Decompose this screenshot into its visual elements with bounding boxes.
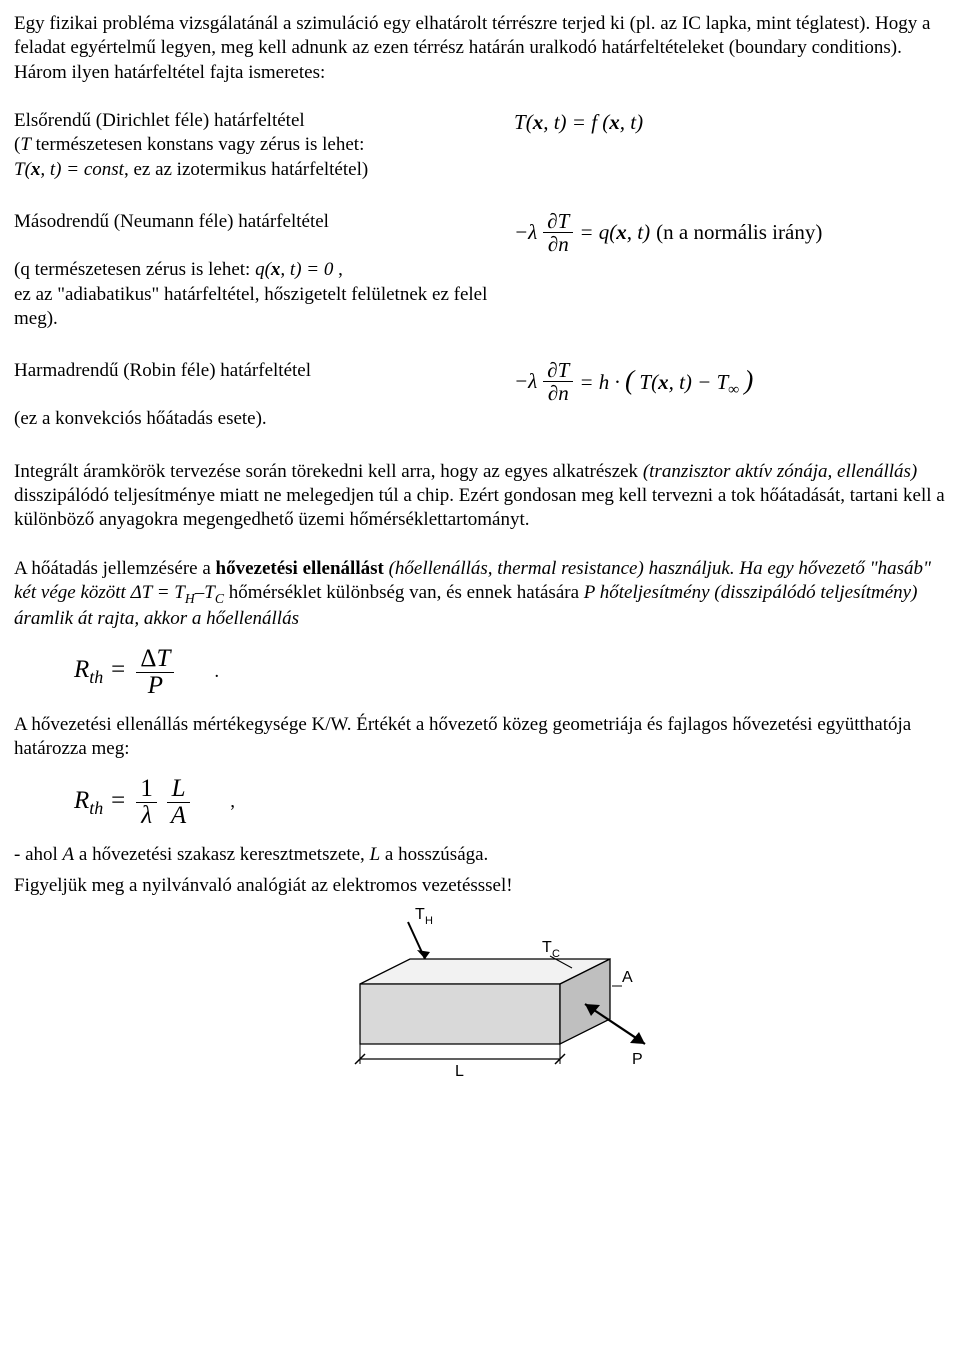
bc3-title: Harmadrendű (Robin féle) határfeltétel: [14, 359, 504, 383]
bc1-title: Elsőrendű (Dirichlet féle) határfeltétel: [14, 109, 504, 133]
paragraph-rth-intro: A hőátadás jellemzésére a hővezetési ell…: [14, 557, 946, 632]
bc2-note-a: (q természetesen zérus is lehet: q(x, t)…: [14, 258, 504, 282]
bc2-block: Másodrendű (Neumann féle) határfeltétel …: [14, 210, 946, 331]
document-page: Egy fizikai probléma vizsgálatánál a szi…: [0, 0, 960, 1114]
bc2-note-b: ez az "adiabatikus" határfeltétel, hőszi…: [14, 283, 504, 332]
bc2-equation: −λ ∂T ∂n = q(x, t) (n a normális irány): [514, 210, 946, 255]
svg-text:T: T: [542, 939, 552, 956]
bc3-block: Harmadrendű (Robin féle) határfeltétel (…: [14, 359, 946, 432]
svg-text:T: T: [415, 906, 425, 923]
svg-text:H: H: [425, 915, 433, 927]
bc2-title: Másodrendű (Neumann féle) határfeltétel: [14, 210, 504, 234]
bc3-equation: −λ ∂T ∂n = h · ( T(x, t) − T∞ ): [514, 359, 946, 404]
paragraph-analogy: Figyeljük meg a nyilvánvaló analógiát az…: [14, 874, 946, 898]
paragraph-ic: Integrált áramkörök tervezése során töre…: [14, 460, 946, 533]
bc1-equation: T(x, t) = f (x, t): [514, 109, 946, 136]
svg-text:A: A: [622, 969, 633, 986]
svg-text:L: L: [455, 1063, 464, 1080]
diagram-svg: T H T C A P L: [290, 904, 670, 1094]
bc1-note-b: T(x, t) = const, ez az izotermikus határ…: [14, 158, 504, 182]
bc1-block: Elsőrendű (Dirichlet féle) határfeltétel…: [14, 109, 946, 182]
paragraph-intro: Egy fizikai probléma vizsgálatánál a szi…: [14, 12, 946, 85]
eq-rth-1: Rth = ΔT P .: [14, 646, 946, 700]
svg-text:P: P: [632, 1051, 643, 1068]
paragraph-rth-units: A hővezetési ellenállás mértékegysége K/…: [14, 713, 946, 762]
thermal-block-diagram: T H T C A P L: [14, 904, 946, 1094]
bc1-note-a: (T természetesen konstans vagy zérus is …: [14, 133, 504, 157]
bc3-note: (ez a konvekciós hőátadás esete).: [14, 407, 504, 431]
eq-rth-2: Rth = 1 λ L A ,: [14, 776, 946, 830]
paragraph-geometry: - ahol A a hővezetési szakasz keresztmet…: [14, 843, 946, 867]
